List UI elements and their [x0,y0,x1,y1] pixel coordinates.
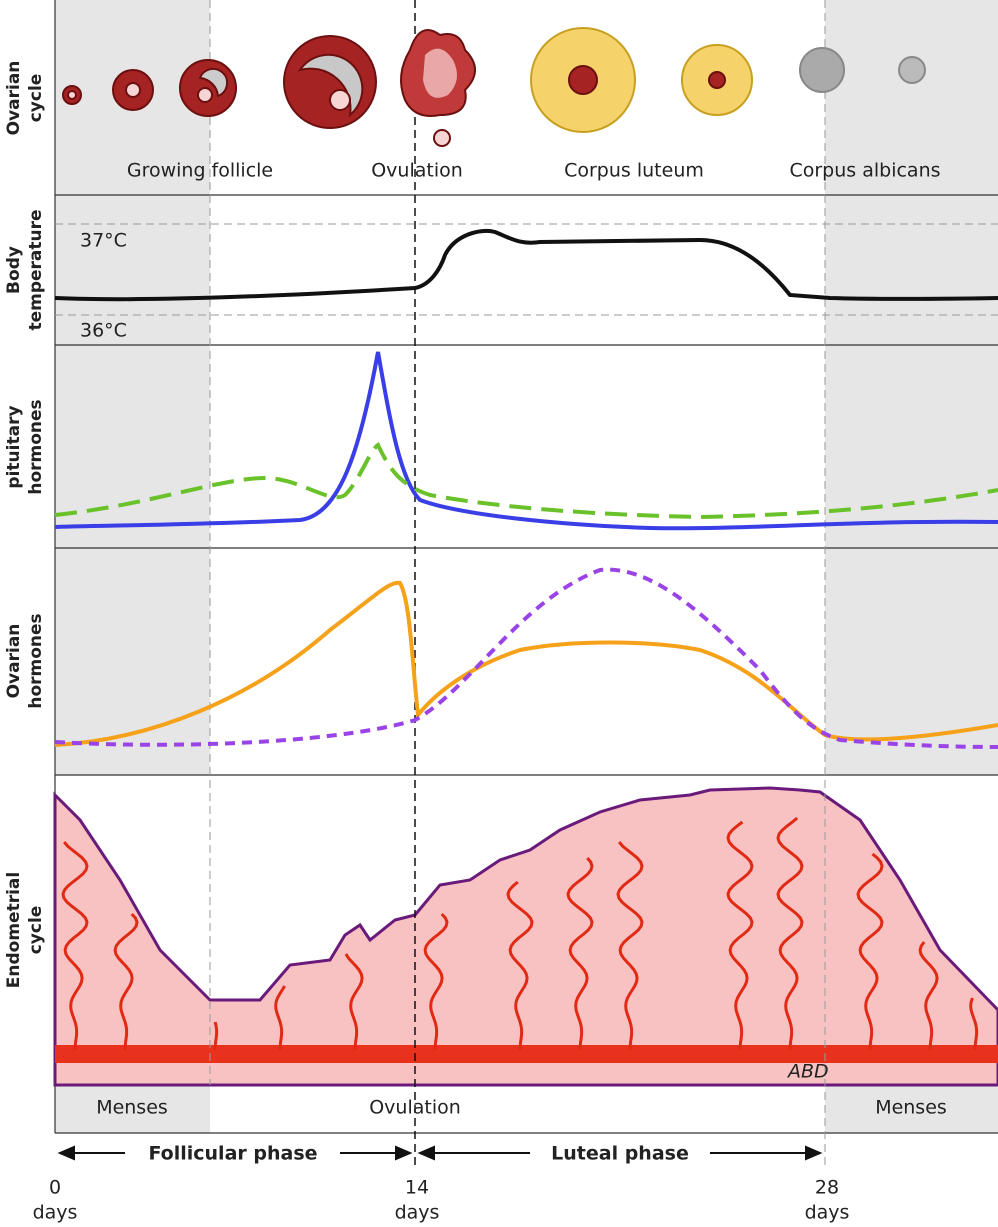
row-label: Ovarian [4,624,24,699]
vessel [856,852,884,1051]
row-label: Ovarian [4,61,24,136]
day-lines [209,0,826,1165]
row-label: Body [4,246,24,294]
follicles [62,27,926,147]
vessel [566,857,594,1051]
fsh-curve [54,442,998,520]
day-tick: 0 [49,1177,61,1199]
stage-label: Growing follicle [127,160,273,182]
temp-lines [55,223,998,316]
day-unit: days [805,1202,850,1224]
vessel [918,941,939,1051]
vessel [213,1021,219,1051]
signature: ABD [786,1061,829,1083]
day-tick: 14 [405,1177,429,1199]
row-label: temperature [26,209,46,330]
temp-label: 37°C [80,230,127,252]
stage-label: Corpus albicans [789,160,940,182]
day-unit: days [395,1202,440,1224]
temp-label: 36°C [80,320,127,342]
vessel [726,820,754,1051]
endometrium [53,786,998,1087]
vessel [776,816,804,1051]
vessel [344,953,364,1051]
lh-curve [54,351,998,531]
row-label: cycle [26,906,46,955]
progesterone-curve [54,567,998,749]
day-unit: days [33,1202,78,1224]
row-label: cycle [26,74,46,123]
vessel [61,841,89,1051]
stage-label: Ovulation [371,160,463,182]
shading [55,0,998,1133]
row-label: hormones [26,613,46,708]
vessel [274,985,286,1051]
estrogen-curve [54,580,998,747]
phase-arrows [57,1145,823,1161]
vessel [969,997,979,1051]
event-label: Menses [875,1097,947,1119]
day-tick: 28 [815,1177,839,1199]
row-label: hormones [26,399,46,494]
row-label: Endometrial [4,872,24,988]
temperature-curve [54,229,998,302]
row-label: pituitary [4,405,24,488]
stage-label: Corpus luteum [564,160,704,182]
phase-label: Luteal phase [551,1143,689,1165]
event-label: Ovulation [369,1097,461,1119]
phase-label: Follicular phase [148,1143,317,1165]
vessel [113,912,139,1051]
vessel [616,841,644,1051]
vessel [506,880,534,1051]
event-label: Menses [96,1097,168,1119]
vessel [423,912,449,1051]
row-labels: Ovarian cycle Body temperature pituitary… [4,61,46,989]
